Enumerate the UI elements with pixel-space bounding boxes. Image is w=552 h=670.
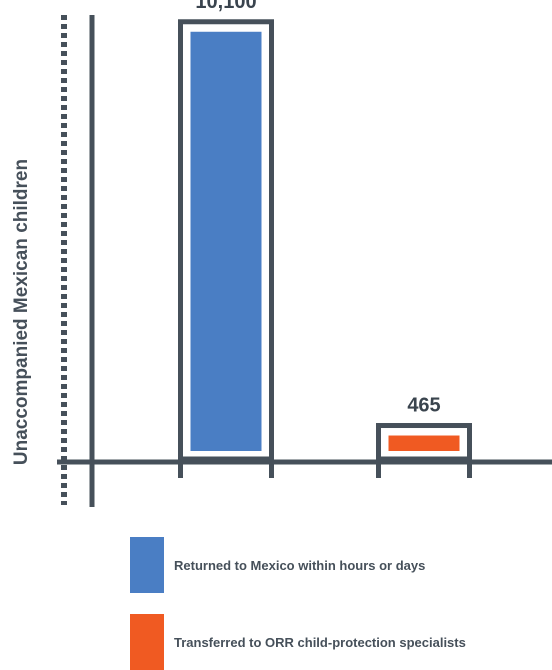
legend-swatch-returned xyxy=(130,537,164,593)
legend-item-transferred: Transferred to ORR child-protection spec… xyxy=(130,614,466,670)
y-axis-label-text: Unaccompanied Mexican children xyxy=(11,158,32,466)
legend-label-returned: Returned to Mexico within hours or days xyxy=(174,557,426,573)
bar-frame-transferred xyxy=(376,423,472,462)
legend-swatch-transferred xyxy=(130,614,164,670)
data-label-transferred: 465 xyxy=(407,395,440,417)
bar-frame-returned xyxy=(178,19,274,462)
legend-label-transferred: Transferred to ORR child-protection spec… xyxy=(174,634,466,650)
data-label-returned: 10,100 xyxy=(195,0,256,13)
legend-item-returned: Returned to Mexico within hours or days xyxy=(130,537,425,593)
bar-returned xyxy=(190,31,262,452)
bar-transferred xyxy=(388,435,460,451)
